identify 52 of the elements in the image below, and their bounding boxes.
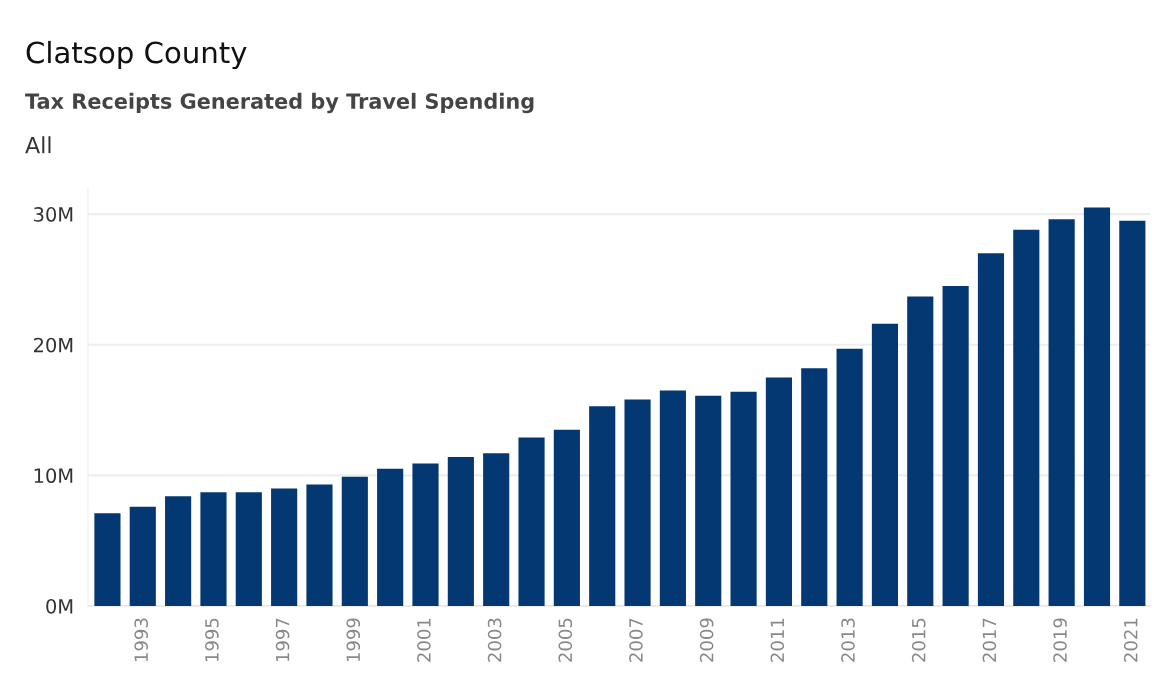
bar	[1048, 219, 1075, 606]
x-tick-label: 2019	[1053, 618, 1067, 662]
bar	[235, 492, 262, 606]
bar	[200, 492, 227, 606]
x-tick-label: 2007	[629, 618, 643, 662]
y-tick-label: 20M	[34, 337, 73, 353]
x-tick-label: 2005	[558, 618, 573, 662]
bar	[341, 476, 368, 606]
bar	[942, 285, 969, 606]
bar	[306, 484, 333, 606]
bar	[553, 429, 580, 606]
bar	[447, 457, 474, 606]
bar	[871, 323, 899, 606]
x-tick-label: 2013	[841, 618, 855, 662]
bar	[765, 377, 792, 606]
bar	[129, 506, 156, 606]
chart-title: Clatsop County	[26, 40, 247, 70]
x-tick-label: 2021	[1123, 618, 1138, 662]
bar	[659, 390, 686, 606]
bar	[695, 395, 722, 606]
bar	[801, 368, 828, 606]
x-tick-label: 2015	[911, 618, 926, 662]
x-tick-label: 2017	[982, 618, 997, 662]
y-tick-label: 10M	[34, 468, 73, 484]
bar	[412, 463, 439, 606]
bar	[271, 488, 298, 606]
text: All	[25, 136, 51, 154]
x-tick-label: 2001	[417, 618, 431, 662]
bar	[1083, 207, 1111, 606]
x-tick-label: 1999	[346, 618, 361, 662]
y-tick-label: 30M	[34, 207, 73, 222]
bar	[483, 453, 510, 606]
x-tick-label: 1995	[205, 618, 219, 662]
bar	[518, 437, 545, 606]
bar	[730, 391, 757, 606]
bar	[165, 496, 192, 606]
bar	[94, 513, 121, 606]
bar	[377, 468, 404, 606]
x-tick-label: 1997	[275, 618, 290, 662]
x-tick-label: 2009	[699, 618, 714, 662]
y-tick-label: 0M	[46, 598, 73, 614]
bar	[907, 296, 934, 606]
bar	[1013, 229, 1040, 606]
bar	[836, 348, 863, 606]
x-tick-label: 2011	[770, 618, 785, 662]
x-tick-label: 1993	[134, 618, 149, 662]
x-tick-label: 2003	[487, 618, 502, 662]
bar	[589, 406, 616, 606]
bar	[977, 253, 1005, 606]
chart-subtitle: Tax Receipts Generated by Travel Spending	[25, 92, 534, 114]
bar	[1119, 220, 1146, 606]
bar	[624, 399, 651, 606]
